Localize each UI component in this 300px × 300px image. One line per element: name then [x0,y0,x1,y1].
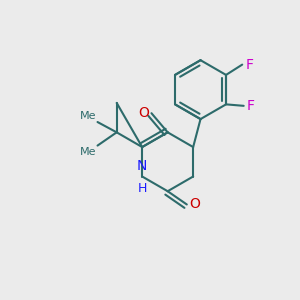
Text: F: F [247,99,255,113]
Text: N: N [137,159,147,173]
Text: Me: Me [80,111,96,121]
Text: O: O [139,106,149,120]
Text: O: O [189,197,200,212]
Text: Me: Me [80,147,96,157]
Text: F: F [245,58,253,72]
Text: H: H [137,182,147,195]
